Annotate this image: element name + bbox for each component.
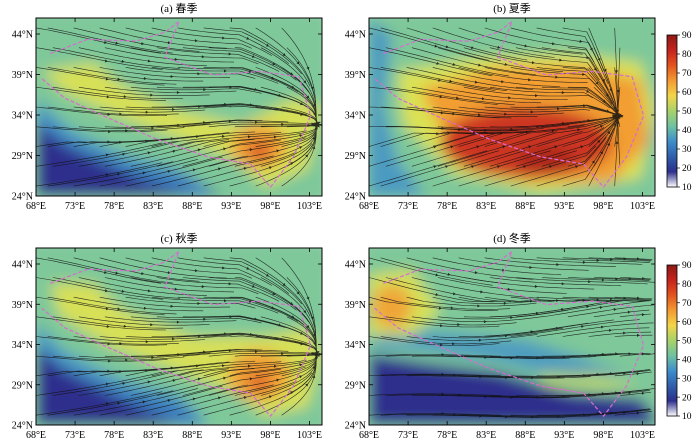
x-tick-label: 73°E bbox=[398, 430, 418, 441]
x-tick-label: 98°E bbox=[593, 430, 613, 441]
wind-speed-shading bbox=[369, 18, 655, 196]
wind-field bbox=[36, 248, 322, 425]
x-tick-label: 83°E bbox=[476, 430, 496, 441]
x-tick-label: 68°E bbox=[359, 201, 379, 212]
x-tick-label: 73°E bbox=[65, 201, 85, 212]
colorbar-tick-label: 60 bbox=[682, 318, 692, 328]
x-tick-label: 93°E bbox=[554, 201, 574, 212]
y-tick-label: 29°N bbox=[345, 151, 366, 162]
y-tick-label: 24°N bbox=[12, 192, 33, 203]
colorbar: 90 80 70 60 50 40 30 20 10 bbox=[666, 261, 692, 422]
map-panel-autumn: (c) 秋季 68°E 73°E 78°E 83°E 88°E 93°E 98°E 103°E 4… bbox=[12, 231, 323, 441]
x-tick-label: 73°E bbox=[398, 201, 418, 212]
panel-frame bbox=[368, 247, 656, 426]
x-tick-label: 73°E bbox=[65, 430, 85, 441]
x-tick-label: 93°E bbox=[221, 430, 241, 441]
wind-field bbox=[369, 248, 655, 425]
map-panel-spring: (a) 春季 68°E 73°E 78°E 83°E 88°E 93°E 98°E 103°E 4… bbox=[12, 2, 323, 212]
panel-frame bbox=[368, 17, 656, 197]
wind-field bbox=[36, 18, 322, 196]
x-tick-label: 98°E bbox=[593, 201, 613, 212]
y-tick-label: 39°N bbox=[12, 70, 33, 81]
colorbar-tick-label: 80 bbox=[682, 280, 692, 290]
y-tick-label: 34°N bbox=[345, 111, 366, 122]
x-tick-label: 103°E bbox=[630, 201, 655, 212]
x-tick-label: 78°E bbox=[104, 201, 124, 212]
colorbar-tick-label: 40 bbox=[682, 126, 692, 136]
streamlines bbox=[369, 257, 655, 419]
y-tick-label: 39°N bbox=[345, 70, 366, 81]
panel-title: (b) 夏季 bbox=[493, 2, 531, 15]
colorbar-tick-label: 50 bbox=[682, 337, 692, 347]
colorbar-tick-label: 10 bbox=[682, 183, 692, 193]
y-tick-label: 29°N bbox=[345, 380, 366, 391]
x-tick-label: 93°E bbox=[554, 430, 574, 441]
colorbar-tick-label: 90 bbox=[682, 261, 692, 271]
colorbar-tick-label: 90 bbox=[682, 31, 692, 41]
x-tick-label: 103°E bbox=[297, 430, 322, 441]
colorbar: 90 80 70 60 50 40 30 20 10 bbox=[666, 31, 692, 193]
colorbar-tick-label: 20 bbox=[682, 393, 692, 403]
x-tick-label: 98°E bbox=[260, 201, 280, 212]
colorbar-tick-label: 50 bbox=[682, 107, 692, 117]
y-tick-label: 24°N bbox=[345, 421, 366, 432]
x-tick-label: 98°E bbox=[260, 430, 280, 441]
x-tick-label: 88°E bbox=[515, 201, 535, 212]
map-panel-winter: (d) 冬季 68°E 73°E 78°E 83°E 88°E 93°E 98°E 103°E 4… bbox=[345, 231, 656, 441]
x-tick-label: 103°E bbox=[630, 430, 655, 441]
x-tick-label: 83°E bbox=[143, 201, 163, 212]
y-tick-label: 24°N bbox=[345, 192, 366, 203]
streamlines bbox=[36, 27, 322, 187]
colorbar-tick-label: 10 bbox=[682, 412, 692, 422]
wind-field bbox=[369, 18, 655, 196]
colorbar-tick-label: 20 bbox=[682, 164, 692, 174]
plateau-boundary bbox=[41, 19, 312, 189]
x-tick-label: 83°E bbox=[143, 430, 163, 441]
x-tick-label: 88°E bbox=[515, 430, 535, 441]
x-tick-label: 78°E bbox=[437, 201, 457, 212]
y-tick-label: 44°N bbox=[345, 260, 366, 271]
y-tick-label: 44°N bbox=[12, 260, 33, 271]
y-tick-label: 39°N bbox=[345, 300, 366, 311]
x-tick-label: 68°E bbox=[26, 430, 46, 441]
y-tick-label: 44°N bbox=[12, 30, 33, 41]
streamlines bbox=[36, 257, 322, 416]
colorbar-tick-label: 40 bbox=[682, 356, 692, 366]
x-tick-label: 68°E bbox=[359, 430, 379, 441]
colorbar-tick-label: 60 bbox=[682, 88, 692, 98]
panel-frame bbox=[35, 247, 323, 426]
x-tick-label: 83°E bbox=[476, 201, 496, 212]
y-tick-label: 44°N bbox=[345, 30, 366, 41]
panel-title: (a) 春季 bbox=[161, 2, 198, 15]
colorbar-tick-label: 30 bbox=[682, 374, 692, 384]
streamlines bbox=[369, 27, 624, 187]
colorbar-tick-label: 30 bbox=[682, 145, 692, 155]
plateau-boundary bbox=[41, 249, 312, 418]
panel-title: (c) 秋季 bbox=[161, 231, 198, 245]
y-tick-label: 29°N bbox=[12, 380, 33, 391]
x-tick-label: 68°E bbox=[26, 201, 46, 212]
y-tick-label: 29°N bbox=[12, 151, 33, 162]
x-tick-label: 78°E bbox=[437, 430, 457, 441]
x-tick-label: 88°E bbox=[182, 201, 202, 212]
plateau-boundary bbox=[374, 249, 645, 418]
y-tick-label: 24°N bbox=[12, 421, 33, 432]
colorbar-tick-label: 80 bbox=[682, 50, 692, 60]
x-tick-label: 88°E bbox=[182, 430, 202, 441]
map-panel-summer: (b) 夏季 68°E 73°E 78°E 83°E 88°E 93°E 98°E 103°E 4… bbox=[345, 2, 656, 212]
y-tick-label: 34°N bbox=[12, 340, 33, 351]
colorbar-tick-label: 70 bbox=[682, 299, 692, 309]
plateau-boundary bbox=[374, 19, 645, 189]
panel-frame bbox=[35, 17, 323, 197]
y-tick-label: 39°N bbox=[12, 300, 33, 311]
colorbar-tick-label: 70 bbox=[682, 69, 692, 79]
x-tick-label: 93°E bbox=[221, 201, 241, 212]
x-tick-label: 103°E bbox=[297, 201, 322, 212]
x-tick-label: 78°E bbox=[104, 430, 124, 441]
panel-title: (d) 冬季 bbox=[493, 231, 531, 245]
y-tick-label: 34°N bbox=[345, 340, 366, 351]
y-tick-label: 34°N bbox=[12, 111, 33, 122]
